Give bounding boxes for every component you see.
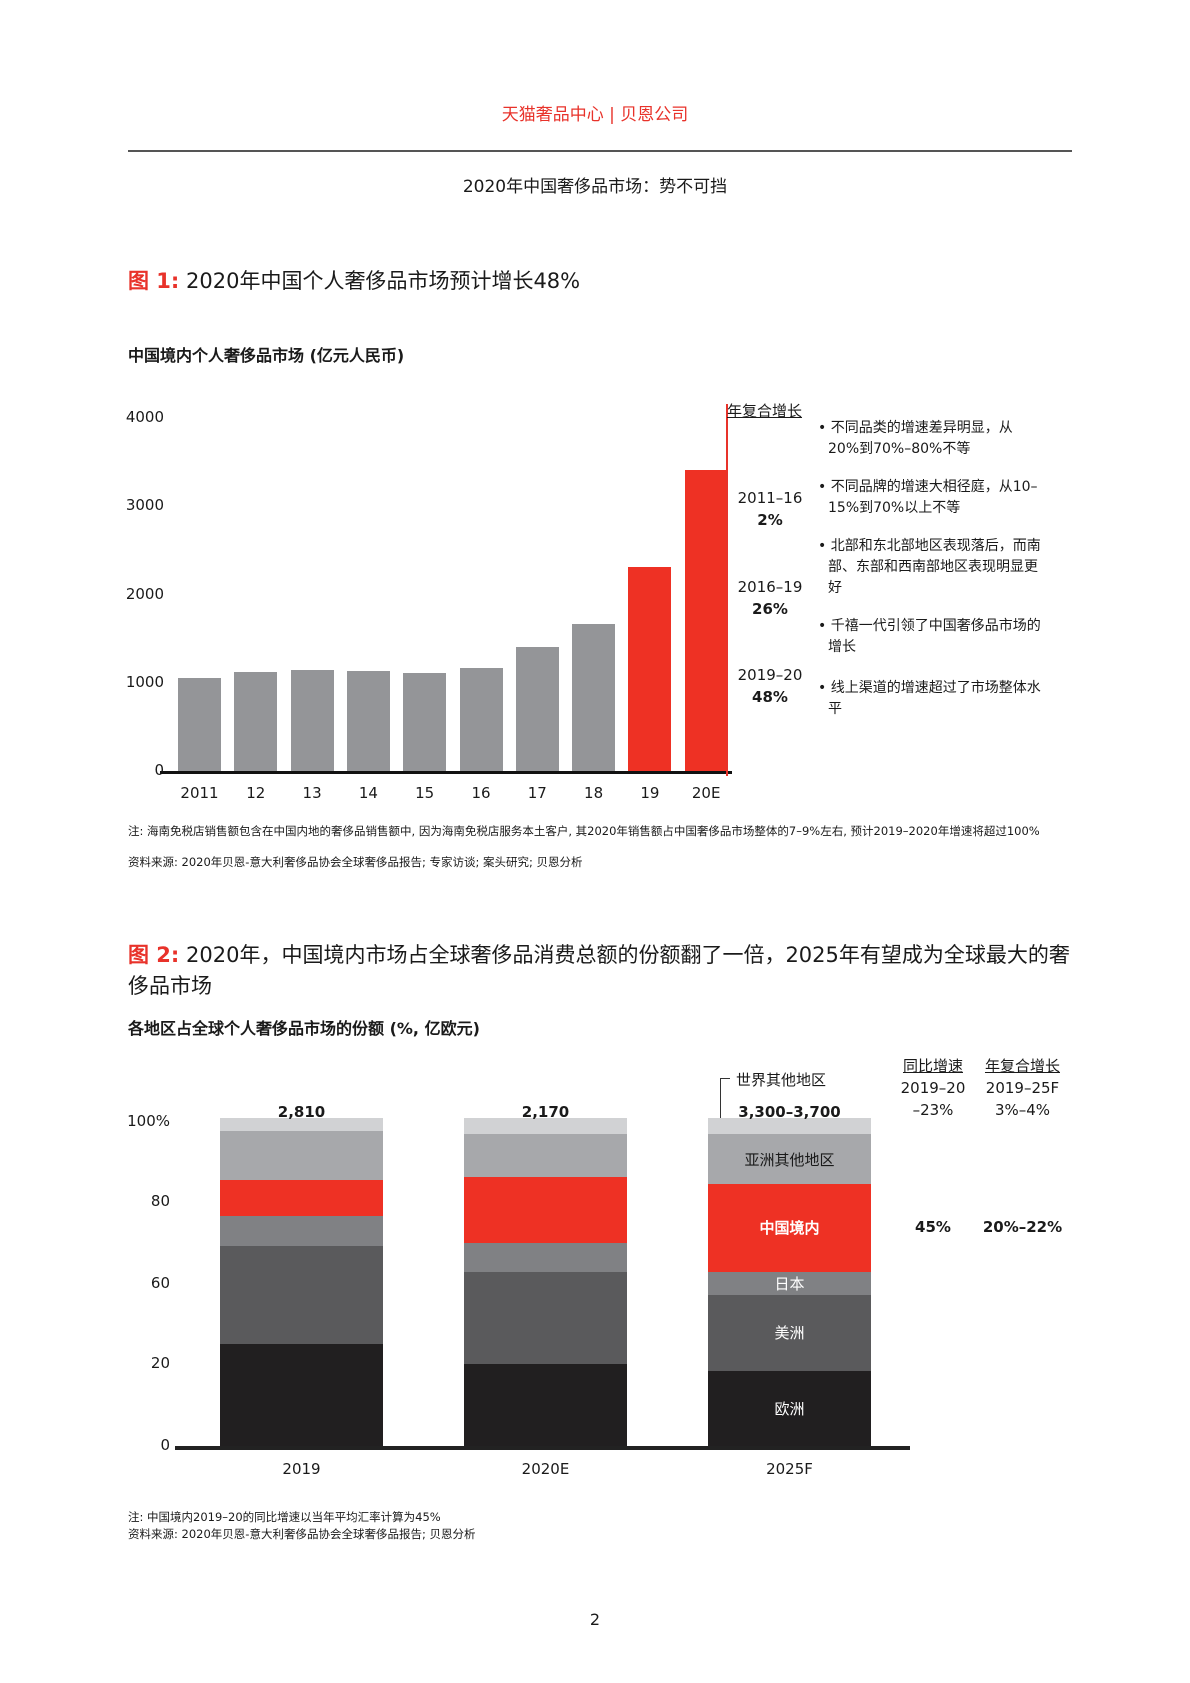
rest-of-world-leader-line (720, 1078, 730, 1120)
segment-europe (220, 1344, 383, 1446)
stacked-bar-2020E (464, 1118, 627, 1446)
stacked-bar-2019 (220, 1118, 383, 1446)
x-tick-label: 2011 (180, 784, 219, 802)
bar-12 (234, 672, 278, 771)
segment-rest_world (464, 1118, 627, 1135)
header-brand: 天猫奢品中心 | 贝恩公司 (501, 105, 689, 125)
bar-19 (628, 567, 672, 771)
china-yoy-value: 45% (915, 1218, 951, 1236)
segment-china (220, 1180, 383, 1217)
page-number: 2 (589, 1610, 601, 1629)
y-tick-label: 3000 (125, 496, 164, 515)
bar-13 (290, 670, 334, 771)
cagr-item: 2019–20 48% (737, 666, 803, 706)
y-tick-label: 2000 (125, 584, 164, 603)
figure1-note: 注: 海南免税店销售额包含在中国内地的奢侈品销售额中, 因为海南免税店服务本土客… (128, 824, 1040, 838)
x-tick-label: 2025F (766, 1460, 813, 1478)
y-tick-label: 4000 (125, 408, 164, 426)
bar-total-label: 2,170 (521, 1103, 570, 1121)
segment-japan: 日本 (708, 1272, 871, 1296)
figure1-chart-subtitle: 中国境内个人奢侈品市场 (亿元人民币) (128, 346, 405, 365)
bar-14 (346, 671, 390, 771)
segment-japan (464, 1242, 627, 1273)
header-subtitle: 2020年中国奢侈品市场：势不可挡 (462, 177, 728, 197)
segment-rest_asia (220, 1131, 383, 1181)
bullet-item: • 不同品牌的增速大相径庭，从10–15%到70%以上不等 (818, 479, 1038, 516)
y-tick-label: 80 (150, 1192, 170, 1210)
rest-of-world-label: 世界其他地区 (736, 1071, 827, 1089)
bar-20E (684, 470, 728, 771)
y-tick-label: 1000 (125, 672, 164, 691)
bar-total-label: 3,300–3,700 (738, 1103, 841, 1121)
bullet-item: • 北部和东北部地区表现落后，而南部、东部和西南部地区表现明显更好 (818, 538, 1041, 596)
y-tick-label: 0 (160, 1436, 170, 1454)
bar-15 (403, 673, 447, 771)
segment-rest_asia (464, 1134, 627, 1178)
figure2-source: 资料来源: 2020年贝恩-意大利奢侈品协会全球奢侈品报告; 贝恩分析 (128, 1527, 476, 1541)
bar-18 (572, 623, 616, 771)
cagr-bracket (726, 404, 728, 776)
y-tick-label: 60 (150, 1274, 170, 1292)
segment-japan (220, 1216, 383, 1246)
figure1-title-text: 2020年中国个人奢侈品市场预计增长48% (179, 269, 581, 293)
cagr-item: 2016–19 26% (737, 578, 803, 618)
x-tick-label: 16 (471, 784, 491, 802)
figure1-source: 资料来源: 2020年贝恩-意大利奢侈品协会全球奢侈品报告; 专家访谈; 案头研… (128, 855, 583, 869)
bar-16 (459, 667, 503, 771)
segment-china (464, 1177, 627, 1243)
bar-total-label: 2,810 (277, 1103, 326, 1121)
cagr-column: 年复合增长 2019–25F 3%–4% (984, 1057, 1060, 1119)
bullet-item: • 千禧一代引领了中国奢侈品市场的增长 (818, 618, 1041, 655)
x-tick-label: 14 (358, 784, 378, 802)
figure2-number: 图 2: (128, 943, 180, 967)
chart1-x-axis-line (160, 771, 732, 774)
segment-americas (464, 1272, 627, 1364)
segment-americas (220, 1245, 383, 1345)
segment-americas: 美洲 (708, 1295, 871, 1371)
x-tick-label: 17 (527, 784, 547, 802)
header-divider (128, 150, 1072, 152)
x-tick-label: 19 (640, 784, 660, 802)
bullet-item: • 线上渠道的增速超过了市场整体水平 (818, 680, 1041, 717)
chart2-x-axis-line (175, 1446, 910, 1450)
x-tick-label: 2019 (282, 1460, 321, 1478)
figure1-title: 图 1: 2020年中国个人奢侈品市场预计增长48% (128, 266, 1078, 297)
x-tick-label: 2020E (521, 1460, 570, 1478)
figure2-title-text: 2020年，中国境内市场占全球奢侈品消费总额的份额翻了一倍，2025年有望成为全… (128, 943, 1070, 998)
x-tick-label: 13 (302, 784, 322, 802)
segment-rest_world (220, 1118, 383, 1132)
stacked-bar-2025F: 欧洲 美洲 日本 中国境内 亚洲其他地区 (708, 1118, 871, 1446)
figure1-number: 图 1: (128, 269, 180, 293)
x-tick-label: 15 (415, 784, 435, 802)
x-tick-label: 18 (584, 784, 604, 802)
bullet-item: • 不同品类的增速差异明显，从20%到70%–80%不等 (818, 420, 1013, 457)
cagr-header: 年复合增长 (727, 402, 803, 420)
segment-china: 中国境内 (708, 1183, 871, 1273)
china-cagr-value: 20%–22% (982, 1218, 1063, 1236)
y-tick-label: 0 (154, 761, 164, 779)
bar-17 (515, 647, 559, 771)
segment-europe (464, 1364, 627, 1446)
figure2-title: 图 2: 2020年，中国境内市场占全球奢侈品消费总额的份额翻了一倍，2025年… (128, 940, 1078, 1002)
cagr-item: 2011–16 2% (737, 489, 803, 529)
segment-europe: 欧洲 (708, 1370, 871, 1446)
segment-rest_asia: 亚洲其他地区 (708, 1134, 871, 1184)
bar-2011 (178, 678, 221, 771)
figure2-note: 注: 中国境内2019–20的同比增速以当年平均汇率计算为45% (128, 1510, 441, 1524)
y-tick-label: 20 (150, 1354, 170, 1372)
x-tick-label: 20E (691, 784, 721, 802)
figure2-chart-subtitle: 各地区占全球个人奢侈品市场的份额 (%, 亿欧元) (128, 1019, 480, 1038)
y-tick-label: 100% (127, 1112, 170, 1130)
x-tick-label: 12 (246, 784, 266, 802)
yoy-column: 同比增速 2019–20 –23% (900, 1057, 966, 1119)
segment-rest_world (708, 1118, 871, 1135)
